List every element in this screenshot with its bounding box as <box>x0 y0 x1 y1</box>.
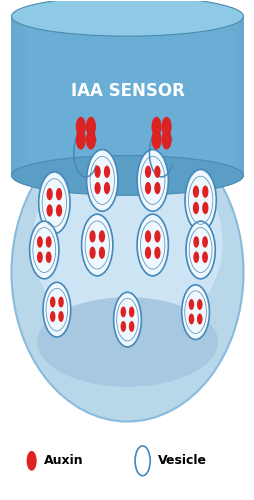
Circle shape <box>86 116 96 136</box>
Circle shape <box>184 170 215 231</box>
Circle shape <box>185 221 214 279</box>
Circle shape <box>154 182 160 194</box>
Circle shape <box>151 116 161 136</box>
Circle shape <box>201 186 208 198</box>
Circle shape <box>201 202 208 214</box>
Circle shape <box>37 252 43 263</box>
Circle shape <box>56 188 62 200</box>
Circle shape <box>201 252 207 263</box>
Circle shape <box>120 321 126 332</box>
Circle shape <box>144 230 151 242</box>
Circle shape <box>161 130 171 150</box>
Ellipse shape <box>32 146 222 340</box>
Circle shape <box>201 236 207 248</box>
Circle shape <box>86 130 96 150</box>
Circle shape <box>154 246 160 259</box>
Circle shape <box>154 166 160 178</box>
Ellipse shape <box>11 0 243 36</box>
Circle shape <box>75 116 86 136</box>
Circle shape <box>50 311 55 322</box>
Circle shape <box>98 230 105 242</box>
FancyBboxPatch shape <box>11 16 243 175</box>
FancyBboxPatch shape <box>11 16 14 175</box>
Circle shape <box>144 166 151 178</box>
Circle shape <box>137 214 168 276</box>
Circle shape <box>46 204 53 216</box>
Circle shape <box>144 182 151 194</box>
Circle shape <box>89 246 95 259</box>
Circle shape <box>193 236 198 248</box>
Circle shape <box>46 188 53 200</box>
Circle shape <box>196 314 202 324</box>
FancyBboxPatch shape <box>240 16 243 175</box>
Circle shape <box>50 296 55 308</box>
Circle shape <box>94 166 100 178</box>
Circle shape <box>89 230 95 242</box>
Circle shape <box>103 182 110 194</box>
Circle shape <box>75 130 86 150</box>
Circle shape <box>128 321 134 332</box>
Circle shape <box>120 306 126 318</box>
Circle shape <box>193 252 198 263</box>
Text: IAA SENSOR: IAA SENSOR <box>70 82 184 100</box>
Circle shape <box>196 299 202 310</box>
Circle shape <box>188 299 194 310</box>
Circle shape <box>135 446 150 476</box>
Text: Auxin: Auxin <box>44 454 84 468</box>
Circle shape <box>45 252 51 263</box>
Circle shape <box>45 236 51 248</box>
Circle shape <box>37 236 43 248</box>
Circle shape <box>26 451 37 471</box>
Circle shape <box>151 130 161 150</box>
Circle shape <box>128 306 134 318</box>
Circle shape <box>188 314 194 324</box>
Circle shape <box>29 221 59 279</box>
Circle shape <box>86 150 117 211</box>
Circle shape <box>43 282 70 337</box>
Ellipse shape <box>11 123 243 422</box>
FancyBboxPatch shape <box>14 16 16 175</box>
Circle shape <box>161 116 171 136</box>
Circle shape <box>56 204 62 216</box>
Circle shape <box>94 182 100 194</box>
Circle shape <box>144 246 151 259</box>
Circle shape <box>137 150 168 211</box>
Circle shape <box>181 285 209 340</box>
Circle shape <box>192 202 198 214</box>
Ellipse shape <box>37 297 217 386</box>
Circle shape <box>39 172 70 234</box>
Circle shape <box>192 186 198 198</box>
Circle shape <box>81 214 113 276</box>
Circle shape <box>98 246 105 259</box>
Circle shape <box>154 230 160 242</box>
Circle shape <box>58 296 64 308</box>
Circle shape <box>58 311 64 322</box>
Ellipse shape <box>11 156 243 196</box>
Text: Vesicle: Vesicle <box>157 454 206 468</box>
Circle shape <box>113 292 141 347</box>
Circle shape <box>103 166 110 178</box>
